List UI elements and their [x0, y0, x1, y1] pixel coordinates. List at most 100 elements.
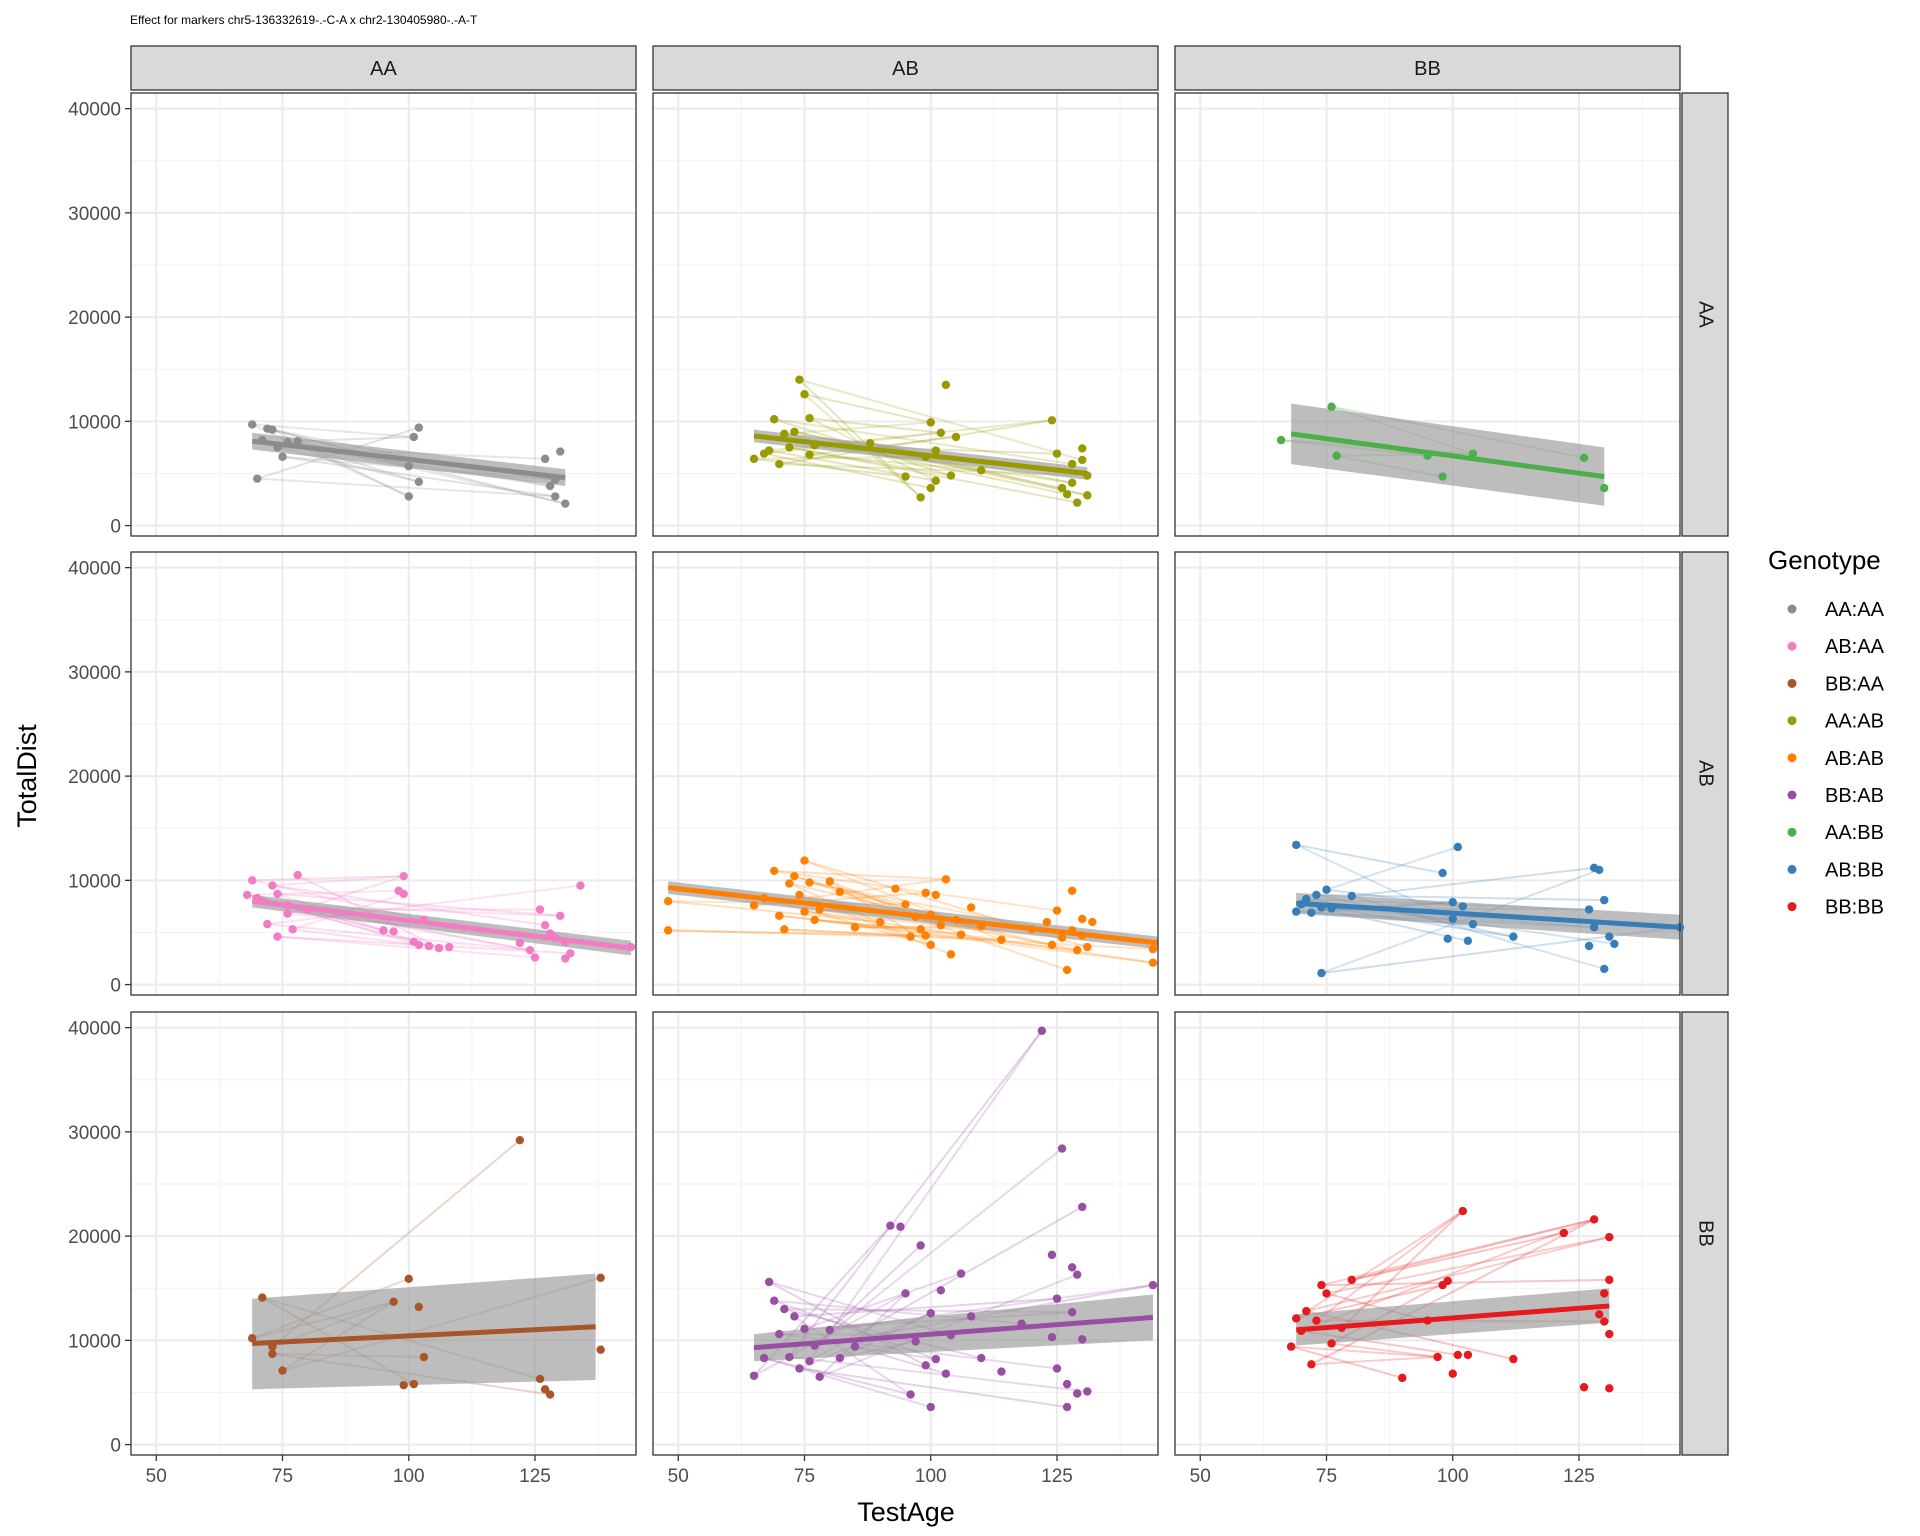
y-tick-label: 20000 — [68, 767, 121, 788]
data-point — [886, 1221, 895, 1230]
data-point — [1438, 868, 1447, 878]
data-point — [916, 925, 925, 934]
data-point — [1067, 886, 1077, 895]
data-point — [1509, 1354, 1518, 1364]
data-point — [1317, 968, 1326, 978]
data-point — [248, 1334, 257, 1343]
connecting-line — [789, 446, 1078, 504]
chart-title: Effect for markers chr5-136332619-.-C-A … — [130, 13, 478, 27]
data-point — [535, 905, 545, 914]
data-point — [1083, 1387, 1092, 1396]
data-point — [764, 1277, 774, 1287]
data-point — [1148, 1280, 1158, 1290]
data-point — [916, 493, 925, 502]
legend-key — [1787, 753, 1797, 763]
data-point — [1610, 939, 1619, 949]
legend-label: BB:BB — [1825, 897, 1884, 919]
data-point — [273, 932, 282, 941]
connecting-line — [1311, 1356, 1438, 1366]
connecting-line — [763, 1357, 932, 1409]
x-tick-label: 125 — [1563, 1466, 1595, 1487]
trend-line — [252, 1324, 596, 1346]
data-point — [444, 942, 454, 952]
panel-aa-aa — [130, 92, 637, 537]
data-point — [399, 871, 408, 881]
connecting-line — [1351, 866, 1595, 897]
data-point — [946, 471, 956, 480]
data-point — [921, 931, 930, 940]
connecting-line — [829, 1244, 922, 1331]
x-tick-label: 100 — [915, 1466, 947, 1487]
connecting-line — [788, 1030, 1043, 1358]
data-point — [1443, 1276, 1452, 1286]
x-tick-label: 125 — [1041, 1466, 1073, 1487]
data-point — [1448, 1369, 1457, 1378]
data-point — [966, 1312, 976, 1321]
data-point — [850, 923, 860, 932]
connecting-line — [763, 452, 931, 490]
data-point — [1067, 1307, 1077, 1317]
data-point — [825, 877, 834, 886]
data-point — [1073, 1389, 1082, 1398]
row-strip-label: BB — [1695, 1220, 1717, 1247]
data-point — [805, 878, 814, 887]
data-point — [1463, 1350, 1473, 1360]
data-point — [551, 492, 560, 501]
data-point — [936, 1286, 946, 1295]
connecting-line — [292, 928, 419, 946]
data-point — [1589, 1215, 1599, 1224]
data-point — [540, 920, 550, 930]
legend-label: AB:AA — [1825, 636, 1885, 658]
panel-aa-ab — [652, 92, 1159, 537]
data-point — [997, 935, 1006, 944]
data-point — [780, 1304, 789, 1314]
data-point — [663, 926, 673, 935]
data-point — [850, 1342, 860, 1351]
data-point — [1605, 1232, 1614, 1242]
x-axis-title: TestAge — [857, 1497, 955, 1527]
legend-title: Genotype — [1768, 545, 1881, 575]
data-point — [1443, 934, 1452, 943]
connecting-line — [809, 453, 982, 472]
legend-label: AA:AA — [1825, 599, 1885, 621]
row-strip — [1681, 92, 1729, 537]
data-point — [931, 1354, 940, 1364]
data-point — [1468, 919, 1478, 929]
legend-key — [1787, 902, 1797, 912]
data-point — [805, 1356, 814, 1366]
y-tick-label: 40000 — [68, 1019, 121, 1040]
data-point — [780, 925, 789, 934]
data-point — [399, 889, 408, 899]
connecting-line — [1306, 1236, 1610, 1313]
connecting-line — [809, 417, 941, 434]
data-point — [956, 1269, 966, 1278]
trend-line — [753, 433, 1088, 476]
data-point — [258, 1293, 267, 1302]
data-point — [901, 1289, 910, 1298]
data-point — [941, 1369, 951, 1378]
data-point — [263, 919, 272, 929]
data-point — [901, 472, 910, 481]
connecting-line — [1326, 846, 1459, 891]
panel-background — [653, 1012, 1158, 1455]
connecting-line — [1351, 1218, 1595, 1281]
trend-line — [1290, 431, 1605, 480]
panel-ab-bb — [1174, 551, 1685, 996]
data-point — [1057, 483, 1067, 493]
data-point — [805, 450, 814, 459]
connecting-line — [252, 875, 404, 882]
data-point — [545, 1390, 555, 1399]
connecting-line — [1290, 1345, 1403, 1379]
data-point — [1062, 490, 1072, 499]
x-tick-label: 50 — [1190, 1466, 1211, 1487]
data-point — [663, 896, 673, 906]
data-point — [966, 903, 976, 912]
confidence-band — [252, 1273, 596, 1390]
data-point — [515, 1136, 525, 1145]
panel-ab-aa — [130, 551, 637, 996]
data-point — [278, 452, 287, 461]
data-point — [790, 871, 799, 881]
legend-key — [1787, 604, 1797, 614]
data-point — [764, 446, 774, 455]
connecting-line — [1315, 1210, 1464, 1322]
